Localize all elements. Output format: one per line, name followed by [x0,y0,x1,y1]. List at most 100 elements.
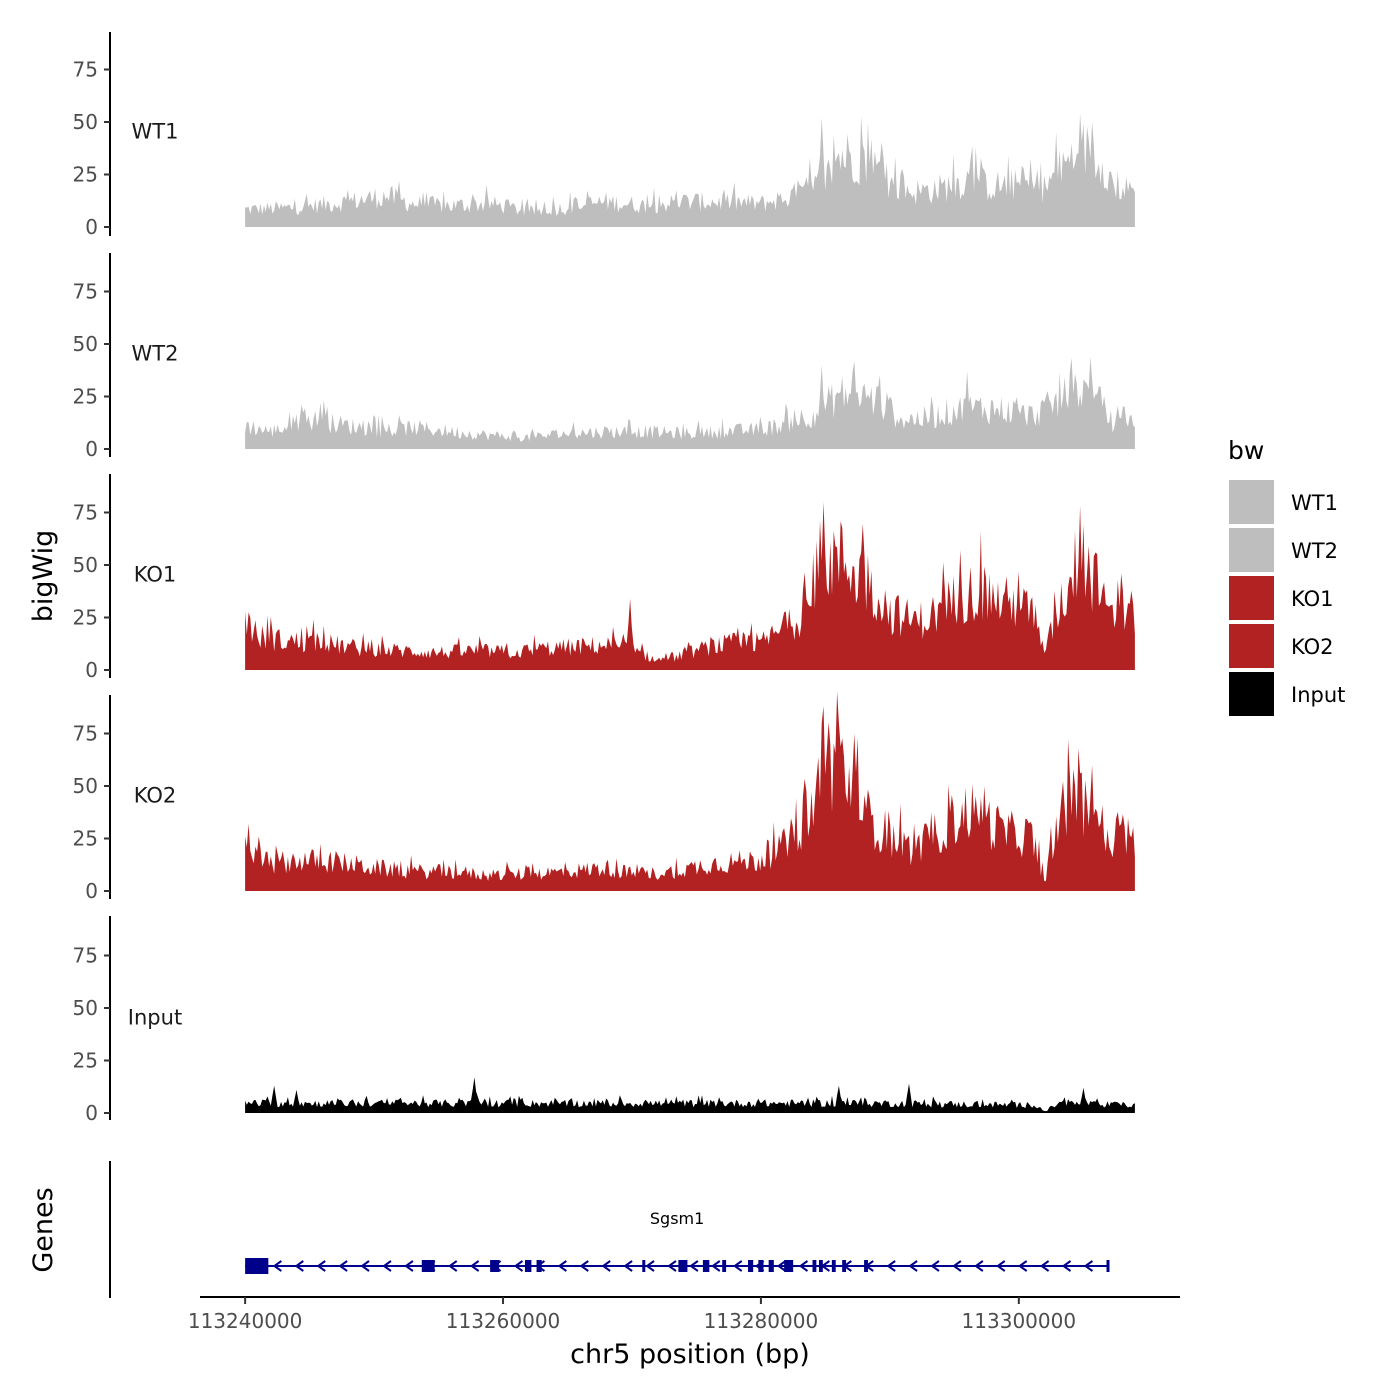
strand-arrow-icon [711,1260,721,1272]
strand-arrow-icon [908,1260,918,1272]
gene-exon [245,1258,269,1274]
y-tick-label: 25 [73,1049,98,1073]
signal-area-input [245,1077,1135,1113]
y-tick-label: 25 [73,163,98,187]
strand-arrow-icon [798,1260,809,1272]
strand-arrow-icon [272,1260,282,1272]
strand-arrow-icon [448,1260,458,1272]
strand-arrow-icon [360,1260,370,1272]
strand-arrow-icon [667,1260,677,1272]
gene-exon [812,1260,817,1272]
y-tick-label: 0 [85,658,98,682]
gene-exon [818,1260,823,1272]
legend: bw WT1 WT2 KO1 KO2 Input [1228,436,1345,716]
strand-arrow-icon [623,1260,633,1272]
strand-arrow-icon [732,1260,743,1272]
x-axis-title: chr5 position (bp) [570,1339,810,1370]
x-tick-label: 113300000 [962,1309,1077,1333]
track-label-ko1: KO1 [134,563,177,587]
y-tick-label: 25 [73,385,98,409]
strand-arrow-icon [557,1260,567,1272]
strand-arrow-icon [930,1260,940,1272]
gene-exon [421,1260,435,1272]
gene-exon [524,1260,532,1272]
legend-swatch-wt1 [1229,480,1274,524]
gene-exon [758,1260,764,1272]
strand-arrow-icon [601,1260,611,1272]
track-wt2: 0 25 50 75 WT2 [73,253,1135,461]
signal-area-ko2 [245,691,1135,891]
signal-tracks: 0 25 50 75 WT1 0 25 50 75 WT2 0 25 50 75 KO1 0 25 50 75 KO2… [73,32,1135,1125]
gene-exon [722,1260,727,1272]
legend-swatch-ko2 [1229,624,1274,668]
y-tick-label: 0 [85,215,98,239]
y-tick-label: 50 [73,332,98,356]
strand-arrow-icon [952,1260,962,1272]
legend-label-ko1: KO1 [1291,587,1334,611]
y-tick-label: 75 [73,58,98,82]
strand-arrow-icon [382,1260,392,1272]
legend-label-wt2: WT2 [1291,539,1338,563]
x-ticks: 113240000 113260000 113280000 113300000 [188,1297,1076,1333]
strand-arrow-icon [513,1260,524,1272]
legend-label-input: Input [1291,683,1345,707]
gene-exon [864,1260,868,1272]
signal-area-ko1 [245,502,1135,670]
legend-title: bw [1228,436,1264,465]
gene-exon [1106,1260,1110,1272]
y-axis-title: bigWig [28,530,59,623]
strand-arrow-icon [886,1260,896,1272]
strand-arrow-icon [974,1260,984,1272]
legend-items: WT1 WT2 KO1 KO2 Input [1229,480,1345,716]
strand-arrow-icon [1083,1260,1094,1272]
strand-arrow-icon [338,1260,348,1272]
track-label-ko2: KO2 [134,784,177,808]
track-ko1: 0 25 50 75 KO1 [73,474,1135,682]
strand-arrow-icon [294,1260,304,1272]
y-tick-label: 0 [85,437,98,461]
strand-arrow-icon [776,1260,787,1272]
y-tick-label: 75 [73,280,98,304]
track-wt1: 0 25 50 75 WT1 [73,32,1135,239]
x-tick-label: 113280000 [704,1309,819,1333]
y-tick-label: 25 [73,827,98,851]
track-label-input: Input [128,1006,182,1030]
strand-arrow-icon [645,1260,655,1272]
legend-label-wt1: WT1 [1291,491,1338,515]
signal-area-wt1 [245,113,1135,227]
y-tick-label: 0 [85,1101,98,1125]
strand-arrow-icon [469,1260,480,1272]
legend-swatch-wt2 [1229,528,1274,572]
y-tick-label: 50 [73,996,98,1020]
strand-arrow-icon [1017,1260,1028,1272]
strand-arrow-icon [316,1260,326,1272]
track-ko2: 0 25 50 75 KO2 [73,691,1135,903]
genes-axis-title: Genes [28,1187,59,1272]
y-tick-label: 75 [73,944,98,968]
gene-label: Sgsm1 [650,1209,704,1228]
gene-exon [702,1260,710,1272]
gene-exon [536,1260,542,1272]
y-tick-label: 0 [85,879,98,903]
y-tick-label: 50 [73,110,98,134]
signal-area-wt2 [245,356,1135,449]
x-tick-label: 113260000 [446,1309,561,1333]
x-tick-label: 113240000 [188,1309,303,1333]
y-tick-label: 50 [73,774,98,798]
y-tick-label: 75 [73,501,98,525]
strand-arrow-icon [579,1260,589,1272]
y-tick-label: 50 [73,553,98,577]
gene-exon [490,1260,500,1272]
strand-arrow-icon [1061,1260,1072,1272]
legend-swatch-ko1 [1229,576,1274,620]
gene-exon [831,1260,836,1272]
track-input: 0 25 50 75 Input [73,916,1135,1125]
legend-label-ko2: KO2 [1291,635,1334,659]
track-label-wt2: WT2 [132,342,179,366]
x-axis: 113240000 113260000 113280000 113300000 chr… [188,1296,1180,1370]
y-tick-label: 25 [73,606,98,630]
strand-arrow-icon [1039,1260,1050,1272]
legend-swatch-input [1229,672,1274,716]
strand-arrow-icon [996,1260,1006,1272]
